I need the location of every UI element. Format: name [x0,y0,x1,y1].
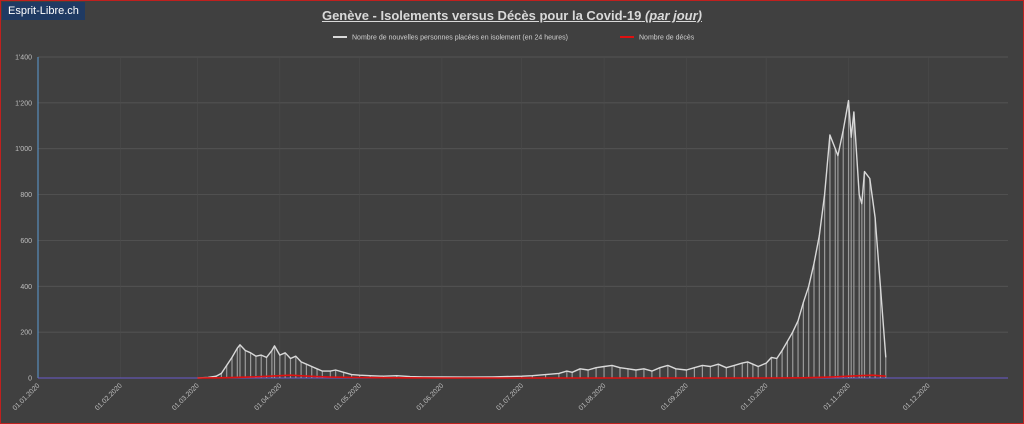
x-tick-label: 01.03.2020 [171,382,201,412]
x-tick-label: 01.06.2020 [416,382,446,412]
y-tick-label: 1'400 [15,55,32,62]
legend-label: Nombre de nouvelles personnes placées en… [352,35,568,42]
y-tick-label: 400 [20,284,32,291]
legend: Nombre de nouvelles personnes placées en… [333,35,695,42]
series-layer [197,99,887,379]
grid-lines [37,56,1008,379]
y-tick-label: 200 [20,330,32,337]
x-tick-label: 01.09.2020 [660,382,690,412]
brand-badge: Esprit-Libre.ch [2,2,85,20]
x-tick-label: 01.05.2020 [333,382,363,412]
x-tick-label: 01.10.2020 [740,382,770,412]
x-tick-label: 01.07.2020 [495,382,525,412]
x-tick-label: 01.02.2020 [94,382,124,412]
y-axis-ticks: 0 200 400 600 800 1'000 1'200 1'400 [15,55,32,383]
series-line-isolation [197,99,887,379]
x-axis-ticks: 01.01.2020 01.02.2020 01.03.2020 01.04.2020… [12,382,932,412]
y-tick-label: 1'000 [15,146,32,153]
legend-label: Nombre de décès [639,35,695,42]
x-tick-label: 01.04.2020 [254,382,284,412]
x-tick-label: 01.08.2020 [578,382,608,412]
series-line-deaths [197,374,886,379]
y-tick-label: 600 [20,238,32,245]
y-tick-label: 1'200 [15,100,32,107]
x-tick-label: 01.11.2020 [823,382,852,411]
chart-title: Genève - Isolements versus Décès pour la… [0,8,1024,23]
y-tick-label: 800 [20,192,32,199]
x-tick-label: 01.01.2020 [12,382,42,412]
x-tick-label: 01.12.2020 [902,382,932,412]
chart-title-suffix: (par jour) [644,8,703,23]
chart-title-text: Genève - Isolements versus Décès pour la… [321,8,642,23]
y-tick-label: 0 [28,376,32,383]
